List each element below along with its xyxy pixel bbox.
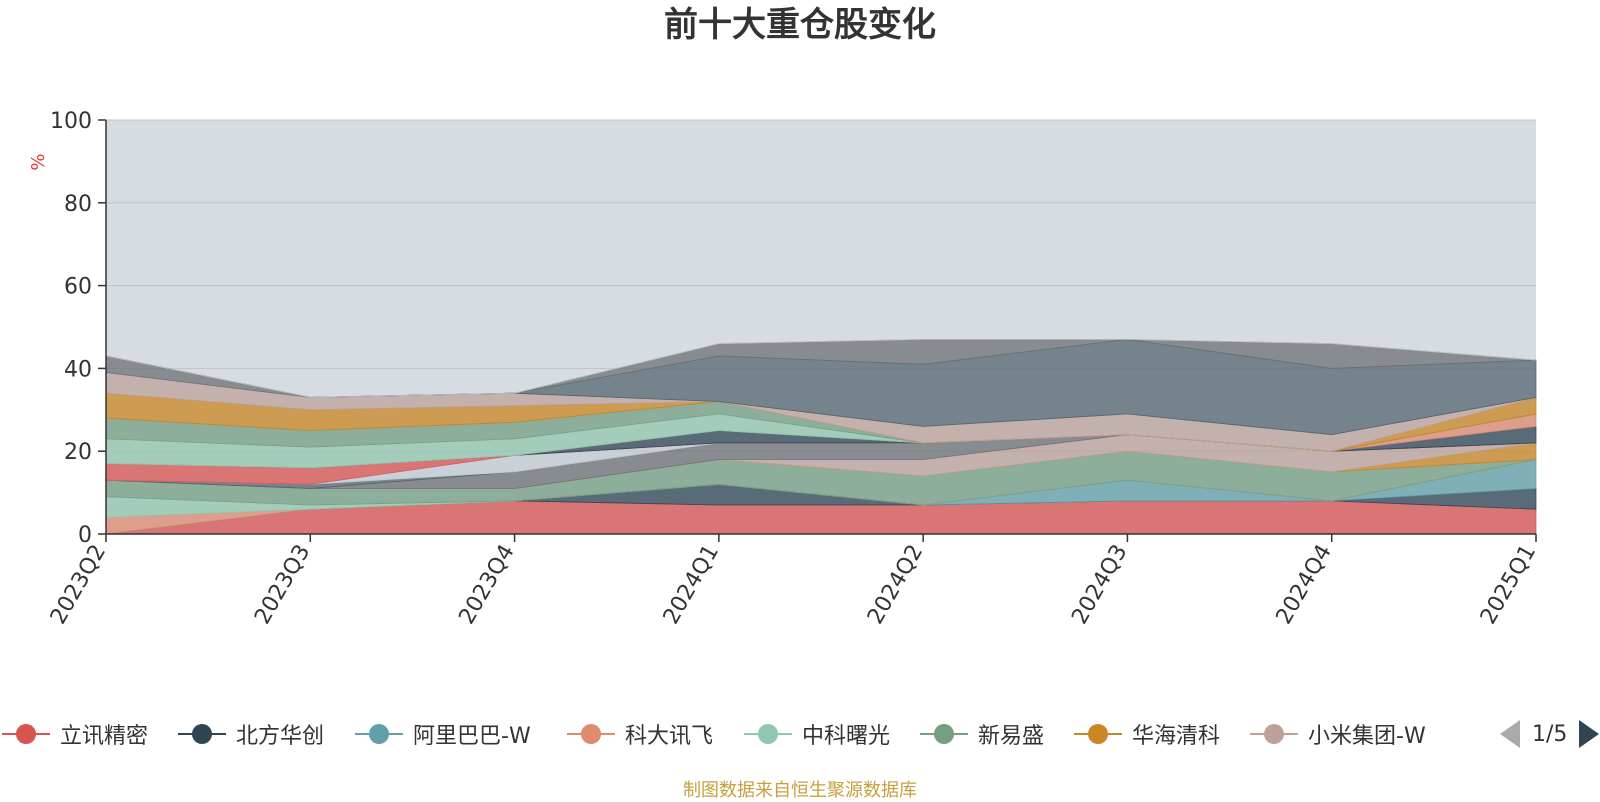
x-tick-label: 2024Q3 xyxy=(1067,541,1132,629)
legend-item[interactable]: 新易盛 xyxy=(918,716,1044,752)
legend-label: 北方华创 xyxy=(236,724,325,749)
legend-page-indicator: 1/5 xyxy=(1532,721,1568,747)
legend-label: 立讯精密 xyxy=(60,724,149,749)
y-tick-label: 100 xyxy=(50,109,92,134)
area-series xyxy=(105,338,1537,535)
legend-item[interactable]: 立讯精密 xyxy=(0,716,148,752)
x-tick-label: 2024Q2 xyxy=(863,541,928,629)
x-tick-label: 2025Q1 xyxy=(1476,541,1541,629)
chart-title: 前十大重仓股变化 xyxy=(664,5,936,45)
legend-label: 新易盛 xyxy=(978,724,1045,749)
footer-source-note: 制图数据来自恒生聚源数据库 xyxy=(683,780,917,801)
legend-label: 科大讯飞 xyxy=(625,724,714,749)
y-tick-label: 40 xyxy=(64,357,92,382)
x-tick-label: 2024Q4 xyxy=(1272,541,1337,629)
y-tick-label: 20 xyxy=(64,440,92,465)
legend-item[interactable]: 小米集团-W xyxy=(1248,716,1426,752)
y-tick-label: 80 xyxy=(64,192,92,217)
x-tick-label: 2023Q3 xyxy=(250,541,315,629)
legend-item[interactable]: 华海清科 xyxy=(1072,716,1220,752)
legend-pager: 1/5 xyxy=(1500,716,1600,752)
legend-label: 中科曙光 xyxy=(802,724,891,749)
legend-marker-icon xyxy=(176,719,228,749)
legend-prev-page-button[interactable] xyxy=(1500,720,1520,748)
y-tick-label: 60 xyxy=(64,275,92,300)
legend: 立讯精密 北方华创 阿里巴巴-W 科大讯飞 中科曙光 新易盛 华海清科 小米集团-W xyxy=(0,716,1600,752)
legend-next-page-button[interactable] xyxy=(1579,720,1600,748)
legend-marker-icon xyxy=(0,719,52,749)
legend-item[interactable]: 中科曙光 xyxy=(742,716,890,752)
legend-label: 小米集团-W xyxy=(1308,724,1426,749)
x-tick-label: 2024Q1 xyxy=(659,541,724,629)
legend-label: 华海清科 xyxy=(1132,724,1221,749)
y-axis-label: % xyxy=(28,153,49,170)
legend-marker-icon xyxy=(353,719,405,749)
stacked-area-chart: 0 20 40 60 80 100 2023Q2 2023Q3 2023Q4 2024Q1 2024… xyxy=(28,109,1541,629)
legend-marker-icon xyxy=(1072,719,1124,749)
legend-marker-icon xyxy=(918,719,970,749)
x-tick-label: 2023Q4 xyxy=(454,541,519,629)
legend-marker-icon xyxy=(1248,719,1300,749)
legend-marker-icon xyxy=(742,719,794,749)
y-tick-label: 0 xyxy=(78,523,92,548)
legend-item[interactable]: 北方华创 xyxy=(176,716,324,752)
legend-item[interactable]: 阿里巴巴-W xyxy=(353,716,531,752)
legend-label: 阿里巴巴-W xyxy=(413,724,531,749)
legend-item[interactable]: 科大讯飞 xyxy=(565,716,713,752)
legend-marker-icon xyxy=(565,719,617,749)
area-series-沪电股份[interactable] xyxy=(105,339,1537,398)
x-tick-label: 2023Q2 xyxy=(46,541,111,629)
